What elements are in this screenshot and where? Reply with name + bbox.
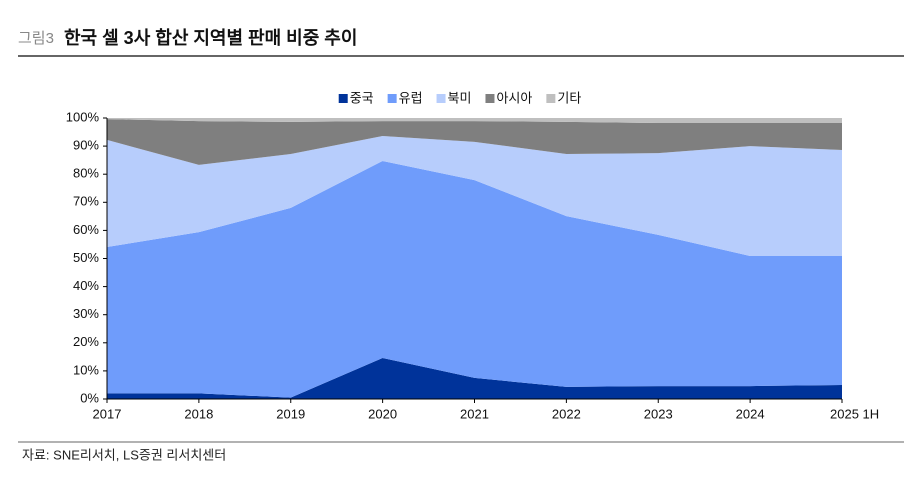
area [107,135,842,256]
x-tick-label: 2022 [552,406,581,421]
x-tick-label: 2017 [93,406,122,421]
y-tick-label: 80% [73,166,99,181]
y-tick-label: 70% [73,194,99,209]
y-tick-label: 20% [73,334,99,349]
y-tick-label: 60% [73,222,99,237]
legend-label: 유럽 [399,90,423,105]
legend-swatch [546,94,556,103]
y-tick-label: 0% [80,390,99,405]
legend-label: 기타 [557,90,581,105]
chart-title: 한국 셀 3사 합산 지역별 판매 비중 추이 [64,27,357,48]
figure-label: 그림3 [18,30,54,47]
area [107,119,842,165]
x-tick-label: 2019 [276,406,305,421]
y-tick-label: 10% [73,362,99,377]
legend-label: 북미 [448,90,472,105]
x-tick-label: 2025 1H [830,406,879,421]
x-tick-label: 2024 [736,406,765,421]
legend-swatch [485,94,495,103]
area [107,160,842,398]
legend-swatch [387,94,397,103]
y-tick-label: 50% [73,250,99,265]
plot: 0% 10% 20% 30% 40% 50% 60% 70% 80% 90% 100% 2017 201… [66,109,879,421]
y-tick-label: 40% [73,278,99,293]
area [107,357,842,399]
y-tick-label: 30% [73,306,99,321]
x-tick-label: 2021 [460,406,489,421]
x-tick-label: 2020 [368,406,397,421]
y-tick-label: 100% [66,109,100,124]
area [107,118,842,124]
x-tick-label: 2023 [644,406,673,421]
x-tick-label: 2018 [184,406,213,421]
legend-swatch [338,94,348,103]
legend-swatch [436,94,446,103]
legend-label: 중국 [350,90,374,105]
legend: 중국 유럽 북미 아시아 기타 [338,90,581,105]
legend-label: 아시아 [496,90,532,105]
y-tick-label: 90% [73,138,99,153]
source: 자료: SNE리서치, LS증권 리서치센터 [22,447,226,462]
